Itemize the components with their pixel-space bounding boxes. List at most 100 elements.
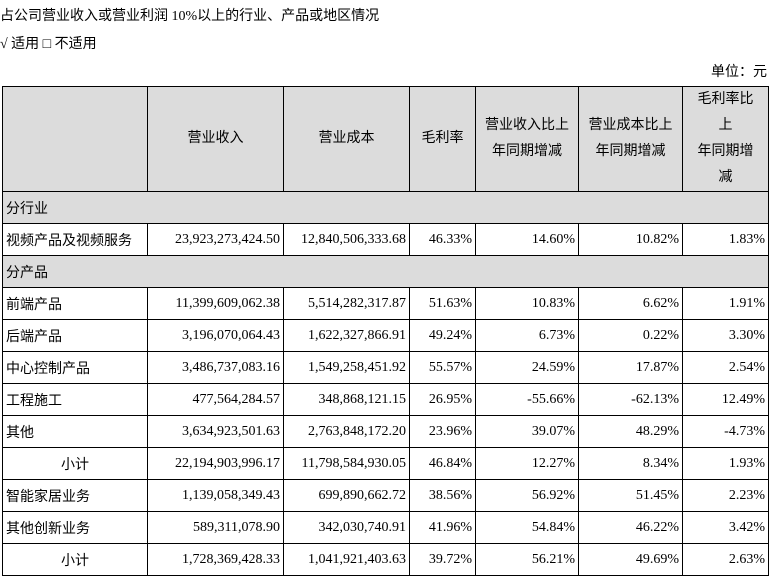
- row: 其他创新业务 589,311,078.90 342,030,740.91 41.96%…: [2, 511, 769, 544]
- cell: 1.91%: [682, 287, 769, 320]
- page: 占公司营业收入或营业利润 10%以上的行业、产品或地区情况 √ 适用 □ 不适用…: [0, 9, 769, 576]
- cell: 11,399,609,062.38: [147, 287, 284, 320]
- cell: 5,514,282,317.87: [283, 287, 410, 320]
- cell: 8.34%: [578, 447, 683, 480]
- cell: 12,840,506,333.68: [283, 223, 410, 256]
- cell: 1.93%: [682, 447, 769, 480]
- row: 中心控制产品 3,486,737,083.16 1,549,258,451.92 55…: [2, 351, 769, 384]
- row-label: 小计: [2, 447, 148, 480]
- header-cell: 营业收入: [147, 86, 284, 192]
- row: 智能家居业务 1,139,058,349.43 699,890,662.72 38.5…: [2, 479, 769, 512]
- cell: 38.56%: [409, 479, 476, 512]
- cell: 2.54%: [682, 351, 769, 384]
- cell: 1,549,258,451.92: [283, 351, 410, 384]
- cell: 24.59%: [475, 351, 579, 384]
- cell: 10.82%: [578, 223, 683, 256]
- row: 小计 22,194,903,996.17 11,798,584,930.05 46.8…: [2, 447, 769, 480]
- header-line: 毛利率比上: [697, 92, 754, 133]
- unit: 单位：元: [711, 65, 767, 80]
- header-line: 年同期增减: [595, 144, 666, 159]
- row-label: 其他: [2, 415, 148, 448]
- cell: 6.73%: [475, 319, 579, 352]
- row-label: 前端产品: [2, 287, 148, 320]
- cell: 477,564,284.57: [147, 383, 284, 416]
- cell: 46.33%: [409, 223, 476, 256]
- cell: 12.27%: [475, 447, 579, 480]
- row-label: 智能家居业务: [2, 479, 148, 512]
- cell: 17.87%: [578, 351, 683, 384]
- cell: 10.83%: [475, 287, 579, 320]
- header-cell: 营业收入比上 年同期增减: [475, 86, 579, 192]
- row: 视频产品及视频服务 23,923,273,424.50 12,840,506,333…: [2, 223, 769, 256]
- header-row: 营业收入 营业成本 毛利率 营业收入比上 年同期增减 营业成本比上 年同期增减 毛利率比上 年同…: [2, 86, 769, 192]
- cell: -62.13%: [578, 383, 683, 416]
- cell: -4.73%: [682, 415, 769, 448]
- section-label: 分行业: [2, 191, 769, 224]
- cell: 1,622,327,866.91: [283, 319, 410, 352]
- cell: 2.63%: [682, 543, 769, 576]
- title: 占公司营业收入或营业利润 10%以上的行业、产品或地区情况: [0, 9, 380, 24]
- cell: 699,890,662.72: [283, 479, 410, 512]
- cell: 23,923,273,424.50: [147, 223, 284, 256]
- header-line: 年同期增减: [492, 144, 562, 159]
- row-label: 小计: [2, 543, 148, 576]
- applicability: √ 适用 □ 不适用: [0, 37, 97, 52]
- cell: 56.92%: [475, 479, 579, 512]
- cell: 2,763,848,172.20: [283, 415, 410, 448]
- row: 分行业: [2, 191, 769, 224]
- cell: 348,868,121.15: [283, 383, 410, 416]
- cell: 39.07%: [475, 415, 579, 448]
- cell: 11,798,584,930.05: [283, 447, 410, 480]
- section-label: 分产品: [2, 255, 769, 288]
- row-label: 其他创新业务: [2, 511, 148, 544]
- header-cell: 营业成本: [283, 86, 410, 192]
- cell: 2.23%: [682, 479, 769, 512]
- cell: 3.42%: [682, 511, 769, 544]
- cell: 1.83%: [682, 223, 769, 256]
- cell: 56.21%: [475, 543, 579, 576]
- cell: 26.95%: [409, 383, 476, 416]
- cell: 51.63%: [409, 287, 476, 320]
- row: 后端产品 3,196,070,064.43 1,622,327,866.91 49.2…: [2, 319, 769, 352]
- cell: 3.30%: [682, 319, 769, 352]
- cell: 589,311,078.90: [147, 511, 284, 544]
- cell: 0.22%: [578, 319, 683, 352]
- cell: -55.66%: [475, 383, 579, 416]
- row: 工程施工 477,564,284.57 348,868,121.15 26.95% -5…: [2, 383, 769, 416]
- header-line: 营业成本比上: [588, 118, 673, 133]
- cell: 46.22%: [578, 511, 683, 544]
- cell: 55.57%: [409, 351, 476, 384]
- cell: 1,041,921,403.63: [283, 543, 410, 576]
- cell: 46.84%: [409, 447, 476, 480]
- cell: 3,196,070,064.43: [147, 319, 284, 352]
- cell: 51.45%: [578, 479, 683, 512]
- header-cell: [2, 86, 148, 192]
- row-label: 中心控制产品: [2, 351, 148, 384]
- cell: 49.69%: [578, 543, 683, 576]
- cell: 41.96%: [409, 511, 476, 544]
- cell: 1,139,058,349.43: [147, 479, 284, 512]
- cell: 12.49%: [682, 383, 769, 416]
- header-line: 年同期增减: [697, 144, 754, 185]
- cell: 48.29%: [578, 415, 683, 448]
- cell: 14.60%: [475, 223, 579, 256]
- cell: 3,634,923,501.63: [147, 415, 284, 448]
- row: 其他 3,634,923,501.63 2,763,848,172.20 23.96%…: [2, 415, 769, 448]
- row-label: 视频产品及视频服务: [2, 223, 148, 256]
- row-label: 工程施工: [2, 383, 148, 416]
- cell: 22,194,903,996.17: [147, 447, 284, 480]
- cell: 342,030,740.91: [283, 511, 410, 544]
- row: 小计 1,728,369,428.33 1,041,921,403.63 39.72%…: [2, 543, 769, 576]
- cell: 1,728,369,428.33: [147, 543, 284, 576]
- cell: 49.24%: [409, 319, 476, 352]
- cell: 54.84%: [475, 511, 579, 544]
- cell: 3,486,737,083.16: [147, 351, 284, 384]
- cell: 23.96%: [409, 415, 476, 448]
- row-label: 后端产品: [2, 319, 148, 352]
- header-line: 营业收入比上: [485, 118, 569, 133]
- cell: 6.62%: [578, 287, 683, 320]
- header-cell: 毛利率: [409, 86, 476, 192]
- cell: 39.72%: [409, 543, 476, 576]
- row: 前端产品 11,399,609,062.38 5,514,282,317.87 51.…: [2, 287, 769, 320]
- header-cell: 毛利率比上年同期增减: [682, 86, 769, 192]
